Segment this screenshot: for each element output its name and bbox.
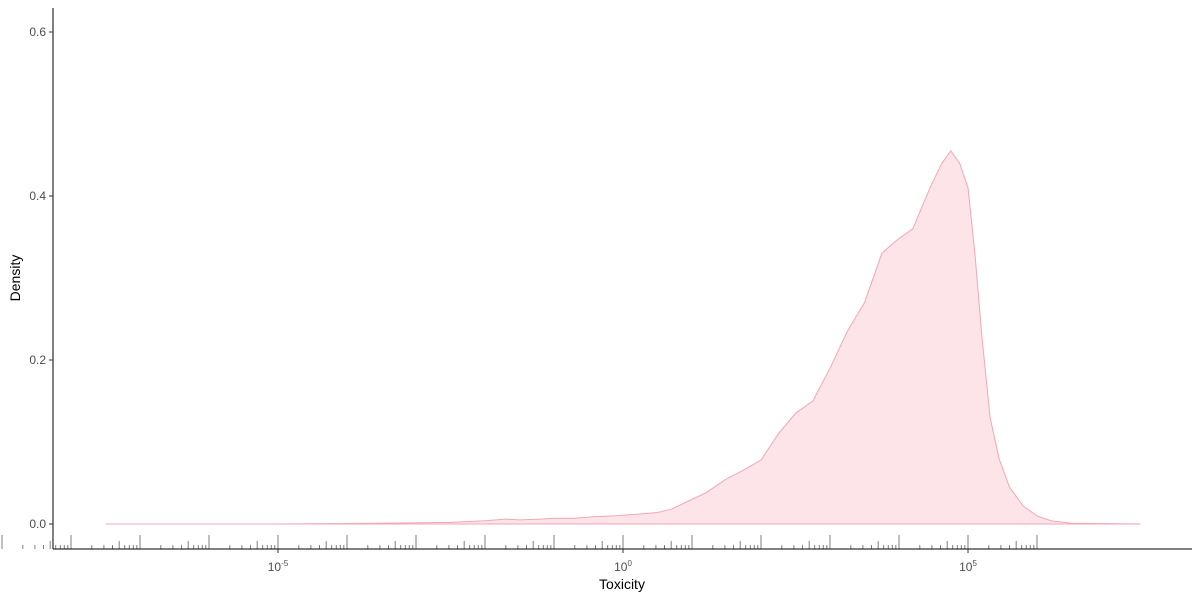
x-axis-title: Toxicity — [599, 576, 645, 592]
y-tick-label: 0.2 — [29, 353, 46, 367]
y-tick-label: 0.4 — [29, 189, 46, 203]
y-axis-title: Density — [7, 255, 23, 302]
x-tick-label: 105 — [959, 559, 977, 574]
x-ticks: 10-5 100 105 — [268, 549, 977, 574]
y-tick-label: 0.6 — [29, 25, 46, 39]
x-tick-label: 10-5 — [268, 559, 289, 574]
density-area-layer — [105, 150, 1141, 525]
y-tick-label: 0.0 — [29, 517, 46, 531]
density-area-0 — [105, 150, 1141, 525]
x-tick-label: 100 — [614, 559, 632, 574]
rug-layer — [1, 535, 1038, 549]
y-ticks: 0.0 0.2 0.4 0.6 — [29, 25, 53, 531]
